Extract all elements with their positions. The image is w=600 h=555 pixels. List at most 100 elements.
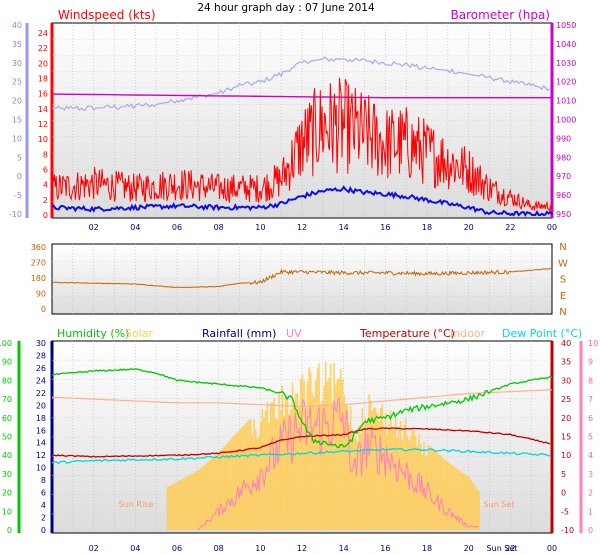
solar-bar (464, 474, 467, 530)
solar-bar (274, 418, 277, 530)
solar-bar (178, 480, 180, 530)
temperature-tick: 10 (561, 451, 571, 460)
solar-bar (296, 393, 299, 530)
solar-bar (283, 415, 285, 530)
solar-bar (351, 429, 354, 530)
light-axis-tick: 30 (12, 59, 22, 68)
wind-x-tick: 04 (130, 223, 140, 232)
rainfall-tick: 12 (36, 451, 46, 460)
dew-point-line (51, 447, 551, 465)
wind-speed-tick: 16 (38, 90, 48, 99)
solar-bar (216, 453, 219, 530)
wind-x-tick: 18 (422, 223, 432, 232)
solar-bar (339, 368, 342, 530)
wind-speed-tick: 22 (38, 44, 48, 53)
solar-bar (291, 382, 294, 530)
uv-tick: 0 (588, 526, 593, 535)
legend-entry: Solar (125, 327, 154, 340)
solar-bar (468, 477, 470, 530)
solar-bar (439, 455, 442, 530)
solar-bar (333, 363, 335, 530)
solar-bar (191, 473, 194, 530)
humidity-tick: 30 (2, 470, 12, 479)
solar-bar (378, 421, 380, 530)
solar-bar (469, 479, 472, 530)
solar-bar (388, 423, 390, 530)
rainfall-tick: 16 (36, 426, 46, 435)
temperature-x-tick: 00 (547, 544, 557, 553)
solar-bar (313, 397, 315, 530)
solar-bar (289, 409, 292, 530)
sunset-label: Sun Set (484, 500, 515, 509)
temperature-tick: -10 (561, 526, 574, 535)
solar-bar (259, 421, 262, 530)
solar-bar (383, 427, 385, 530)
solar-bar (268, 423, 270, 530)
solar-bar (424, 456, 427, 530)
solar-bar (261, 409, 264, 530)
solar-bar (354, 436, 357, 530)
solar-bar (211, 457, 214, 530)
light-axis-tick: 5 (17, 153, 22, 162)
temperature-x-tick: 16 (380, 544, 390, 553)
solar-bar (399, 421, 402, 530)
barometer-tick: 950 (556, 210, 571, 219)
solar-bar (436, 452, 439, 530)
solar-bar (473, 484, 475, 530)
humidity-tick: 10 (2, 507, 12, 516)
wind-series (51, 56, 553, 217)
compass-tick: N (559, 242, 566, 253)
sun-annotations: Sun Rise Sun Set (119, 500, 515, 509)
solar-bar (221, 448, 224, 530)
humidity-tick: 90 (2, 358, 12, 367)
solar-bar (189, 474, 192, 530)
solar-bar (434, 451, 437, 530)
barometer-tick: 1040 (556, 40, 576, 49)
wind-speed-tick: 20 (38, 59, 48, 68)
solar-bar (206, 462, 209, 530)
barometer-tick: 1030 (556, 59, 576, 68)
temperature-tick: 35 (561, 358, 571, 367)
temperature-x-tick: Sun Set (487, 544, 518, 553)
solar-bar (243, 425, 245, 530)
temperature-x-tick: 04 (130, 544, 140, 553)
humidity-tick: 0 (7, 526, 12, 535)
barometer-ticks: 1050 1040 1030 1020 1010 1000 990 980 970 960 950 (556, 21, 576, 219)
wind-speed-tick: 6 (43, 166, 48, 175)
humidity-tick: 50 (2, 433, 12, 442)
wind-speed-tick: 24 (38, 29, 48, 38)
solar-bar (226, 442, 229, 530)
solar-bar (336, 379, 339, 530)
solar-bar (308, 367, 310, 530)
compass-tick: S (560, 275, 566, 286)
solar-bar (418, 433, 420, 530)
direction-grid (52, 244, 552, 314)
solar-bar (213, 456, 215, 530)
uv-tick: 5 (588, 433, 593, 442)
solar-bar (326, 381, 329, 530)
light-axis-tick: 15 (12, 116, 22, 125)
solar-bar (386, 434, 389, 530)
solar-bar (286, 397, 289, 530)
solar-bar (358, 425, 360, 530)
solar-bar (338, 378, 340, 530)
light-axis-tick: 20 (12, 97, 22, 106)
wind-left-ticks: 40 35 30 25 20 15 10 5 0 -5 -10 (9, 21, 22, 219)
humidity-tick: 40 (2, 451, 12, 460)
solar-bar (249, 419, 252, 530)
solar-bar (461, 472, 464, 530)
solar-bar (194, 471, 197, 530)
solar-bar (183, 478, 185, 530)
uv-tick: 2 (588, 489, 593, 498)
solar-bar (348, 423, 350, 530)
solar-bar (343, 395, 345, 530)
solar-bar (471, 481, 474, 530)
temperature-tick: 20 (561, 414, 571, 423)
solar-bar (406, 435, 409, 530)
solar-bar (456, 469, 459, 530)
humidity-ticks: 1009080706050403020100 (0, 339, 12, 535)
light-axis-tick: -10 (9, 210, 22, 219)
sunrise-label: Sun Rise (119, 500, 154, 509)
solar-bar (166, 487, 169, 530)
